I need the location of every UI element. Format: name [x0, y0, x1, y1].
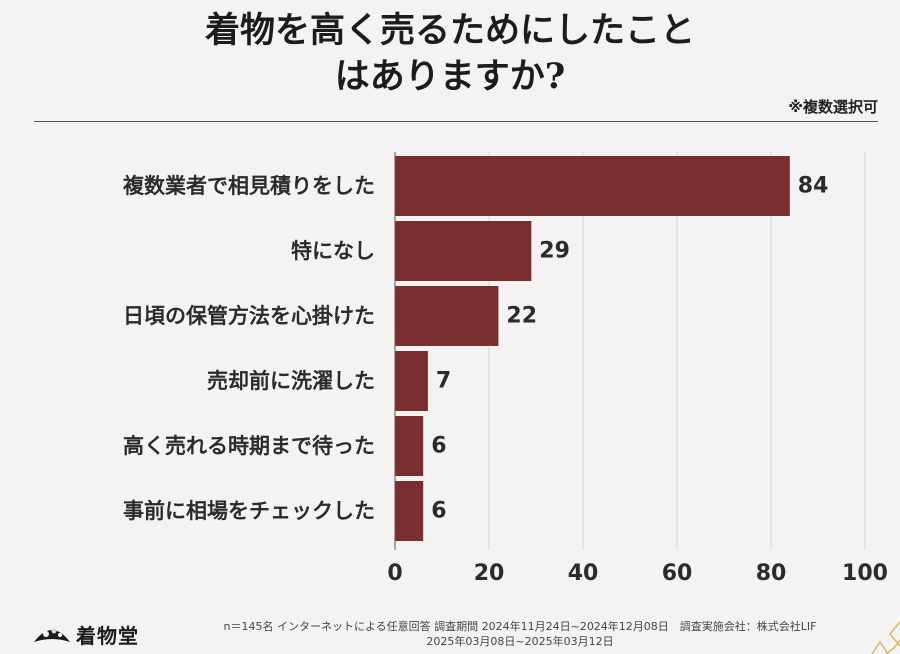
x-tick-label-40: 40 [568, 561, 599, 586]
value-label-1: 29 [539, 239, 570, 264]
bar-1 [395, 221, 532, 281]
title-line-2: はありますか? [334, 56, 566, 97]
bar-2 [395, 286, 499, 346]
category-label-3: 売却前に洗濯した [207, 369, 375, 393]
x-tick-label-80: 80 [756, 561, 787, 586]
x-tick-label-0: 0 [387, 561, 402, 586]
bar-0 [395, 156, 790, 216]
value-label-4: 6 [431, 434, 446, 459]
category-label-2: 日頃の保管方法を心掛けた [123, 304, 375, 328]
chart-title: 着物を高く売るためにしたこと はありますか? [0, 8, 900, 100]
kimono-logo-icon [34, 628, 70, 642]
bar-4 [395, 416, 424, 476]
category-label-4: 高く売れる時期まで待った [123, 434, 375, 458]
category-label-0: 複数業者で相見積りをした [122, 174, 375, 198]
footnote-line-2: 2025年03月08日~2025年03月12日 [426, 635, 614, 648]
x-tick-label-100: 100 [842, 561, 888, 586]
brand-name: 着物堂 [76, 623, 139, 648]
category-label-1: 特になし [291, 239, 375, 263]
brand-logo: 着物堂 [32, 620, 139, 648]
title-divider [34, 121, 878, 122]
value-label-3: 7 [436, 369, 451, 394]
bar-3 [395, 351, 428, 411]
value-label-5: 6 [431, 499, 446, 524]
value-label-0: 84 [798, 174, 829, 199]
value-label-2: 22 [506, 304, 537, 329]
bar-5 [395, 481, 424, 541]
x-tick-label-60: 60 [662, 561, 693, 586]
x-tick-label-20: 20 [474, 561, 505, 586]
footnote-line-1: n＝145名 インターネットによる任意回答 調査期間 2024年11月24日~2… [223, 620, 817, 633]
multiple-choice-note: ※複数選択可 [788, 98, 878, 116]
corner-ornament-icon [871, 621, 900, 654]
survey-footnote: n＝145名 インターネットによる任意回答 調査期間 2024年11月24日~2… [170, 619, 870, 649]
category-label-5: 事前に相場をチェックした [123, 499, 375, 523]
bar-chart: 複数業者で相見積りをした 84 特になし 29 日頃の保管方法を心掛けた 22 売却前に洗濯… [122, 152, 888, 586]
title-line-1: 着物を高く売るためにしたこと [204, 10, 695, 51]
